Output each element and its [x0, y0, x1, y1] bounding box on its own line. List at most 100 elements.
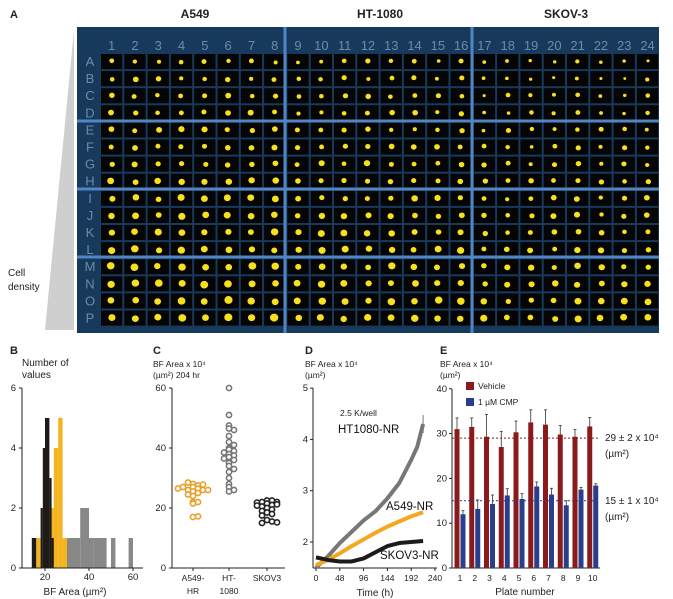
cell-spheroid — [505, 59, 509, 63]
cell-spheroid — [202, 93, 208, 99]
cell-spheroid — [271, 211, 278, 218]
cell-spheroid — [481, 263, 487, 269]
cell-spheroid — [109, 58, 115, 64]
cell-spheroid — [412, 109, 419, 116]
cell-spheroid — [551, 265, 557, 271]
cell-spheroid — [599, 161, 604, 166]
cell-spheroid — [365, 58, 371, 64]
x-tick-label: 144 — [380, 573, 394, 583]
cell-spheroid — [132, 297, 140, 304]
cell-spheroid — [457, 279, 464, 286]
bar — [563, 505, 569, 568]
cell-spheroid — [387, 314, 395, 321]
row-label: B — [86, 71, 95, 86]
cell-spheroid — [505, 145, 510, 150]
cell-spheroid — [341, 178, 347, 184]
cell-spheroid — [317, 280, 326, 288]
cell-spheroid — [247, 314, 256, 322]
histogram-bar — [58, 418, 63, 568]
cell-spheroid — [573, 211, 581, 218]
cell-spheroid — [458, 58, 464, 64]
data-point — [225, 488, 233, 495]
cell-spheroid — [295, 178, 301, 184]
bar — [572, 436, 578, 568]
histogram-bar — [49, 478, 52, 568]
cell-spheroid — [410, 144, 417, 150]
reference-label-unit: (µm²) — [605, 512, 629, 523]
cell-spheroid — [342, 196, 348, 202]
panel-c-label: C — [153, 345, 161, 357]
cell-spheroid — [341, 58, 347, 64]
cell-spheroid — [480, 314, 488, 322]
cell-spheroid — [155, 247, 163, 254]
panel-e-label: E — [440, 345, 447, 357]
cell-spheroid — [155, 76, 162, 82]
cell-spheroid — [200, 280, 209, 289]
cell-spheroid — [154, 279, 163, 287]
cell-spheroid — [552, 76, 556, 80]
cell-spheroid — [434, 144, 440, 150]
cell-spheroid — [365, 126, 371, 132]
cell-spheroid — [318, 160, 325, 167]
cell-spheroid — [599, 77, 603, 80]
cell-spheroid — [366, 77, 371, 81]
cell-spheroid — [178, 93, 184, 99]
cell-spheroid — [436, 59, 441, 63]
cell-spheroid — [155, 143, 161, 149]
cell-spheroid — [529, 126, 535, 132]
cell-spheroid — [575, 110, 581, 115]
x-tick-label: 2 — [472, 573, 477, 583]
cell-spheroid — [645, 110, 650, 116]
cell-spheroid — [412, 280, 419, 287]
cell-spheroid — [107, 177, 115, 185]
histogram-bar — [40, 508, 43, 568]
cell-spheroid — [202, 263, 210, 271]
cell-spheroid — [156, 59, 162, 64]
cell-spheroid — [273, 60, 278, 65]
cell-spheroid — [108, 109, 114, 116]
y-tick-label: 4 — [11, 443, 16, 454]
y-tick-label: 0 — [442, 563, 447, 574]
histogram-bar — [93, 538, 107, 568]
column-label: 5 — [201, 38, 208, 53]
legend-label: Vehicle — [478, 381, 506, 391]
cell-spheroid — [365, 245, 373, 252]
cell-spheroid — [503, 314, 510, 321]
cell-spheroid — [411, 178, 417, 184]
column-label: 22 — [594, 38, 608, 53]
cell-spheroid — [248, 177, 255, 184]
cell-spheroid — [410, 247, 417, 253]
cell-spheroid — [435, 110, 440, 115]
cell-spheroid — [622, 111, 626, 116]
cell-spheroid — [293, 279, 301, 287]
cell-spheroid — [132, 145, 138, 151]
bar — [460, 514, 466, 568]
cell-spheroid — [108, 314, 116, 321]
panel-b-label: B — [10, 345, 18, 357]
cell-spheroid — [527, 230, 533, 235]
cell-spheroid — [599, 212, 604, 217]
cell-spheroid — [505, 76, 509, 81]
x-tick-label: 10 — [588, 573, 598, 583]
histogram-bar — [80, 508, 89, 568]
legend-swatch — [466, 382, 474, 390]
row-label: G — [85, 157, 95, 172]
cell-spheroid — [552, 246, 558, 252]
cell-spheroid — [481, 246, 487, 252]
data-point — [253, 502, 261, 509]
cell-spheroid — [272, 280, 279, 287]
cell-spheroid — [505, 230, 510, 235]
cell-spheroid — [574, 262, 581, 269]
cell-spheroid — [178, 314, 187, 322]
x-tick-label: 1 — [458, 573, 463, 583]
plate-divider-horizontal — [77, 255, 659, 259]
data-point — [273, 519, 281, 526]
data-point — [204, 486, 212, 494]
cell-spheroid — [504, 281, 511, 288]
cell-spheroid — [528, 178, 534, 184]
cell-spheroid — [482, 60, 487, 64]
cell-spheroid — [201, 126, 208, 133]
cell-spheroid — [225, 264, 233, 271]
category-label: HR — [187, 586, 199, 596]
cell-spheroid — [434, 76, 439, 81]
